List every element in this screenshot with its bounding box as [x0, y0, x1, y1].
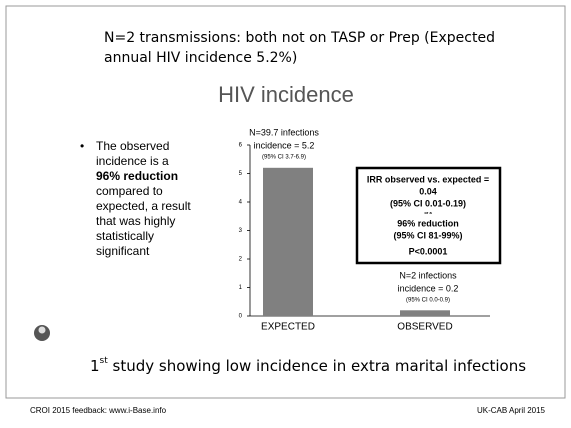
bar-annotation: incidence = 0.2 — [398, 283, 459, 293]
y-tick-label: 3 — [239, 228, 243, 234]
result-box — [355, 166, 502, 265]
conclusion-number: 1 — [90, 357, 100, 375]
x-tick-label: OBSERVED — [397, 322, 452, 333]
y-tick-label: 2 — [239, 257, 243, 263]
bullet-line: incidence is a — [96, 154, 169, 168]
box-text: 96% reduction — [397, 218, 459, 228]
conclusion-suffix: st — [100, 356, 109, 366]
conclusion: 1st study showing low incidence in extra… — [90, 356, 526, 375]
bar-annotation: N=2 infections — [399, 270, 457, 280]
conclusion-text: study showing low incidence in extra mar… — [108, 357, 526, 375]
footer-right: UK-CAB April 2015 — [477, 406, 546, 415]
box-text: 0.04 — [419, 186, 437, 196]
heading-line: N=2 transmissions: both not on TASP or P… — [104, 30, 495, 46]
x-tick-label: EXPECTED — [261, 322, 315, 333]
bullet-line: The observed — [96, 139, 169, 153]
bullet-dot: • — [80, 139, 84, 153]
bullet-line: significant — [96, 244, 150, 258]
heading-line: annual HIV incidence 5.2%) — [104, 50, 297, 66]
y-tick-label: 6 — [239, 143, 243, 149]
box-text: (95% CI 0.01-0.19) — [390, 198, 466, 208]
box-text: (95% CI 81-99%) — [393, 230, 462, 240]
bar-annotation: (95% CI 0.0-0.9) — [406, 298, 450, 304]
bullet-line: compared to — [96, 184, 163, 198]
bar-annotation: incidence = 5.2 — [254, 140, 315, 150]
y-tick-label: 5 — [239, 171, 243, 177]
y-tick-label: 1 — [239, 285, 243, 291]
bullet-line: expected, a result — [96, 199, 191, 213]
bar-annotation: (95% CI 3.7-6.9) — [262, 155, 306, 161]
box-text: IRR observed vs. expected = — [367, 174, 489, 184]
bar — [263, 167, 313, 316]
bar — [400, 310, 450, 316]
bullet-line: that was highly — [96, 214, 175, 228]
y-tick-label: 4 — [239, 200, 243, 206]
box-text: or a — [424, 210, 432, 215]
footer-left: CROI 2015 feedback: www.i-Base.info — [30, 406, 167, 415]
subtitle: HIV incidence — [218, 82, 354, 107]
y-tick-label: 0 — [239, 314, 243, 320]
logo — [34, 325, 50, 341]
box-text: P<0.0001 — [409, 246, 448, 256]
bullet-line: 96% reduction — [96, 169, 178, 183]
bullet-line: statistically — [96, 229, 154, 243]
bar-annotation: N=39.7 infections — [249, 127, 319, 137]
